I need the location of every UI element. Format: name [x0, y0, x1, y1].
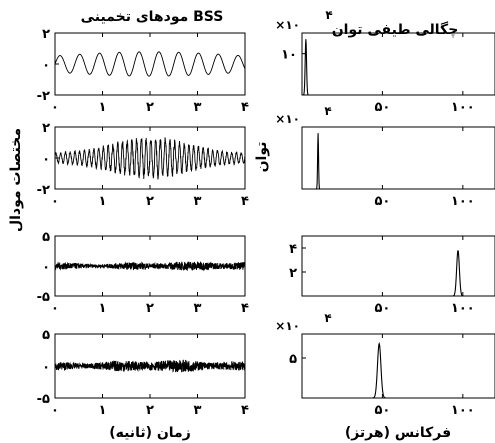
y-exponent: ۴: [324, 311, 331, 325]
panel-right-2: ۵۰ ۱۰۰ ×۱۰ ۴: [275, 104, 495, 209]
y-tick-label: ۰: [42, 360, 50, 375]
plot-frame: [301, 235, 495, 297]
panel-right-3: ۵۰ ۱۰۰ ۴ ۲: [289, 235, 495, 316]
spectrum-trace: [302, 133, 495, 190]
right-column-title: چگالی طیفی توان: [332, 21, 459, 38]
left-x-label: زمان (ثانیه): [109, 425, 191, 441]
x-tick-label: ۱: [99, 194, 107, 209]
y-multiplier: ×۱۰: [275, 18, 300, 32]
y-tick-label: ۲: [289, 266, 297, 281]
panel-left-3: ۰ ۱ ۲ ۳ ۴۵۰-۵: [37, 230, 249, 316]
x-tick-label: ۲: [146, 301, 154, 316]
y-tick-label: ۱۰: [281, 48, 297, 63]
plot-frame: [301, 126, 495, 190]
panel-left-4: ۰ ۱ ۲ ۳ ۴۵۰-۵: [37, 328, 249, 418]
y-tick-label: -۲: [37, 89, 50, 104]
right-x-label: فرکانس (هرتز): [345, 425, 451, 441]
y-tick-label: ۵: [289, 352, 297, 367]
x-tick-label: ۴: [241, 194, 249, 209]
x-tick-label: ۱۰۰: [451, 194, 475, 209]
y-tick-label: -۵: [37, 392, 50, 407]
signal-trace: [54, 51, 246, 77]
plot-frame: [54, 32, 246, 96]
x-tick-label: ۱: [99, 301, 107, 316]
y-tick-label: ۲: [42, 27, 50, 42]
y-tick-label: -۵: [37, 290, 50, 305]
left-column-title: مودهای تخمینی BSS: [81, 9, 224, 25]
y-tick-label: ۲: [42, 121, 50, 136]
signal-trace: [54, 137, 246, 180]
plot-frame: [301, 32, 495, 96]
y-tick-label: ۴: [289, 242, 297, 257]
x-tick-label: ۴: [241, 403, 249, 418]
panel-right-1: ۵۰ ۱۰۰ ۱۰ ×۱۰: [275, 18, 495, 115]
y-tick-label: ۰: [42, 58, 50, 73]
x-tick-label: ۳: [194, 194, 202, 209]
x-tick-label: ۴: [241, 301, 249, 316]
x-tick-label: ۱۰۰: [451, 301, 475, 316]
x-tick-label: ۴: [241, 100, 249, 115]
y-tick-label: ۰: [42, 260, 50, 275]
signal-trace: [54, 359, 246, 373]
x-tick-label: ۳: [194, 100, 202, 115]
x-tick-label: ۱۰۰: [451, 403, 475, 418]
left-y-label: مختصات مودال: [8, 128, 24, 232]
y-tick-label: ۰: [42, 152, 50, 167]
signal-trace: [54, 261, 246, 272]
x-tick-label: ۰: [51, 194, 59, 209]
x-tick-label: ۰: [51, 100, 59, 115]
x-tick-label: ۵۰: [374, 100, 390, 115]
x-tick-label: ۱: [99, 100, 107, 115]
x-tick-label: ۱: [99, 403, 107, 418]
x-tick-label: ۳: [194, 301, 202, 316]
x-tick-label: ۵۰: [374, 403, 390, 418]
x-tick-label: ۲: [146, 100, 154, 115]
spectrum-trace: [302, 39, 495, 96]
x-tick-label: ۲: [146, 403, 154, 418]
panel-left-2: ۰ ۱ ۲ ۳ ۴۲۰-۲: [37, 121, 249, 209]
x-tick-label: ۰: [51, 301, 59, 316]
panel-right-4: ۵۰ ۱۰۰ ۵ ×۱۰ ۴: [275, 311, 495, 418]
y-tick-label: ۵: [42, 230, 50, 245]
plot-frame: [301, 333, 495, 399]
y-exponent: ۴: [324, 104, 331, 118]
y-tick-label: -۲: [37, 183, 50, 198]
x-tick-label: ۵۰: [374, 301, 390, 316]
y-tick-label: ۵: [42, 328, 50, 343]
spectrum-trace: [302, 341, 495, 399]
right-y-label: توان: [254, 142, 270, 173]
y-multiplier: ×۱۰: [275, 112, 300, 126]
x-tick-label: ۱۰۰: [451, 100, 475, 115]
x-tick-label: ۵۰: [374, 194, 390, 209]
spectrum-trace: [302, 250, 495, 297]
y-multiplier: ×۱۰: [275, 319, 300, 333]
right-title-exponent: ۴: [325, 8, 332, 22]
x-tick-label: ۰: [51, 403, 59, 418]
x-tick-label: ۳: [194, 403, 202, 418]
x-tick-label: ۲: [146, 194, 154, 209]
panel-left-1: ۰ ۱ ۲ ۳ ۴۲۰-۲: [37, 27, 249, 115]
